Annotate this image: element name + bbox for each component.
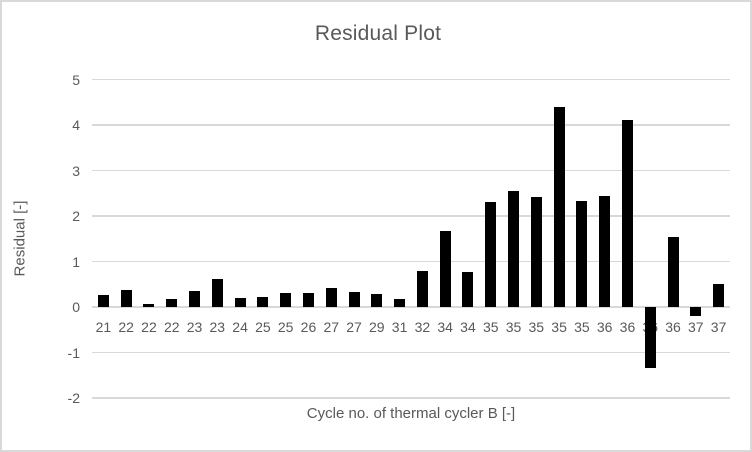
x-tick-label: 35 bbox=[482, 319, 499, 335]
y-tick-label: 2 bbox=[72, 208, 80, 224]
gridline-y--2 bbox=[92, 397, 730, 399]
bar bbox=[416, 270, 428, 307]
bar bbox=[667, 237, 679, 307]
gridline-y--1 bbox=[92, 351, 730, 354]
y-axis-title: Residual [-] bbox=[11, 200, 29, 277]
bar bbox=[439, 231, 451, 307]
x-tick-label: 27 bbox=[346, 319, 362, 335]
x-tick-label: 23 bbox=[186, 319, 203, 335]
bar bbox=[553, 106, 565, 307]
gridline-y-0 bbox=[92, 306, 730, 308]
x-tick-label: 22 bbox=[118, 319, 134, 335]
bar bbox=[325, 287, 337, 307]
x-tick-label: 35 bbox=[505, 319, 522, 335]
bar bbox=[234, 297, 246, 307]
bar bbox=[371, 294, 383, 307]
x-tick-label: 22 bbox=[163, 319, 180, 335]
bar bbox=[189, 291, 201, 307]
x-tick-label: 25 bbox=[277, 319, 294, 335]
chart-title: Residual Plot bbox=[314, 22, 442, 45]
x-tick-label: 34 bbox=[437, 319, 453, 335]
bar bbox=[97, 294, 109, 307]
bar bbox=[508, 190, 520, 307]
bar bbox=[166, 298, 178, 307]
x-tick-label: 32 bbox=[414, 319, 431, 335]
bar bbox=[599, 195, 611, 307]
x-axis-title: Cycle no. of thermal cycler B [-] bbox=[306, 405, 516, 422]
y-tick-label: -2 bbox=[67, 390, 80, 406]
bar bbox=[530, 196, 542, 307]
y-tick-label: 3 bbox=[72, 162, 80, 179]
x-tick-label: 22 bbox=[141, 319, 157, 335]
bar bbox=[621, 119, 633, 307]
x-tick-label: 37 bbox=[710, 319, 727, 335]
x-tick-label: 31 bbox=[391, 319, 408, 335]
x-tick-label: 23 bbox=[209, 319, 226, 335]
y-tick-label: -1 bbox=[67, 344, 80, 361]
x-tick-label: 24 bbox=[232, 319, 248, 335]
bar bbox=[257, 296, 269, 307]
x-tick-label: 21 bbox=[95, 319, 112, 335]
bar bbox=[394, 298, 406, 307]
x-tick-label: 36 bbox=[619, 319, 636, 335]
x-tick-label: 26 bbox=[300, 319, 317, 335]
y-tick-label: 1 bbox=[72, 253, 80, 270]
gridline-y-1 bbox=[92, 260, 730, 263]
x-tick-label: 35 bbox=[528, 319, 545, 335]
y-tick-label: 0 bbox=[72, 299, 80, 315]
x-tick-label: 29 bbox=[369, 319, 385, 335]
x-tick-label: 27 bbox=[323, 319, 340, 335]
x-tick-label: 37 bbox=[688, 319, 704, 335]
x-tick-label: 36 bbox=[596, 319, 613, 335]
gridline-y-5 bbox=[92, 78, 730, 81]
bar bbox=[348, 291, 360, 307]
bar bbox=[644, 307, 656, 369]
bar bbox=[211, 278, 223, 307]
x-tick-label: 35 bbox=[574, 319, 590, 335]
bar bbox=[143, 303, 155, 307]
y-tick-label: 4 bbox=[72, 117, 80, 133]
bar bbox=[576, 200, 588, 307]
bar bbox=[713, 284, 725, 307]
bar bbox=[280, 293, 292, 307]
y-tick-label: 5 bbox=[72, 71, 80, 88]
bar bbox=[462, 271, 474, 307]
gridline-y-2 bbox=[92, 215, 730, 217]
bar bbox=[690, 307, 702, 317]
gridline-y-4 bbox=[92, 124, 730, 126]
x-tick-label: 34 bbox=[460, 319, 476, 335]
x-tick-label: 25 bbox=[255, 319, 271, 335]
x-tick-label: 35 bbox=[551, 319, 567, 335]
bar bbox=[302, 293, 314, 307]
gridline-y-3 bbox=[92, 169, 730, 172]
bar bbox=[120, 290, 132, 307]
bar bbox=[485, 202, 497, 307]
x-tick-label: 36 bbox=[665, 319, 681, 335]
